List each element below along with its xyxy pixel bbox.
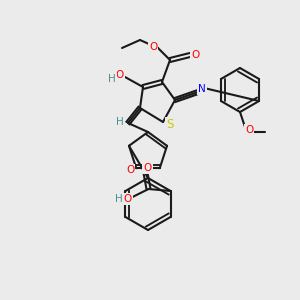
Text: O: O [143, 163, 152, 173]
Text: O: O [149, 42, 157, 52]
Text: H: H [108, 74, 116, 84]
Text: O: O [126, 165, 134, 175]
Text: O: O [245, 125, 253, 135]
Text: O: O [191, 50, 199, 60]
Text: O: O [123, 194, 132, 204]
Text: H: H [116, 117, 124, 127]
Text: S: S [166, 118, 174, 131]
Text: N: N [198, 84, 206, 94]
Text: H: H [115, 194, 122, 204]
Text: O: O [116, 70, 124, 80]
